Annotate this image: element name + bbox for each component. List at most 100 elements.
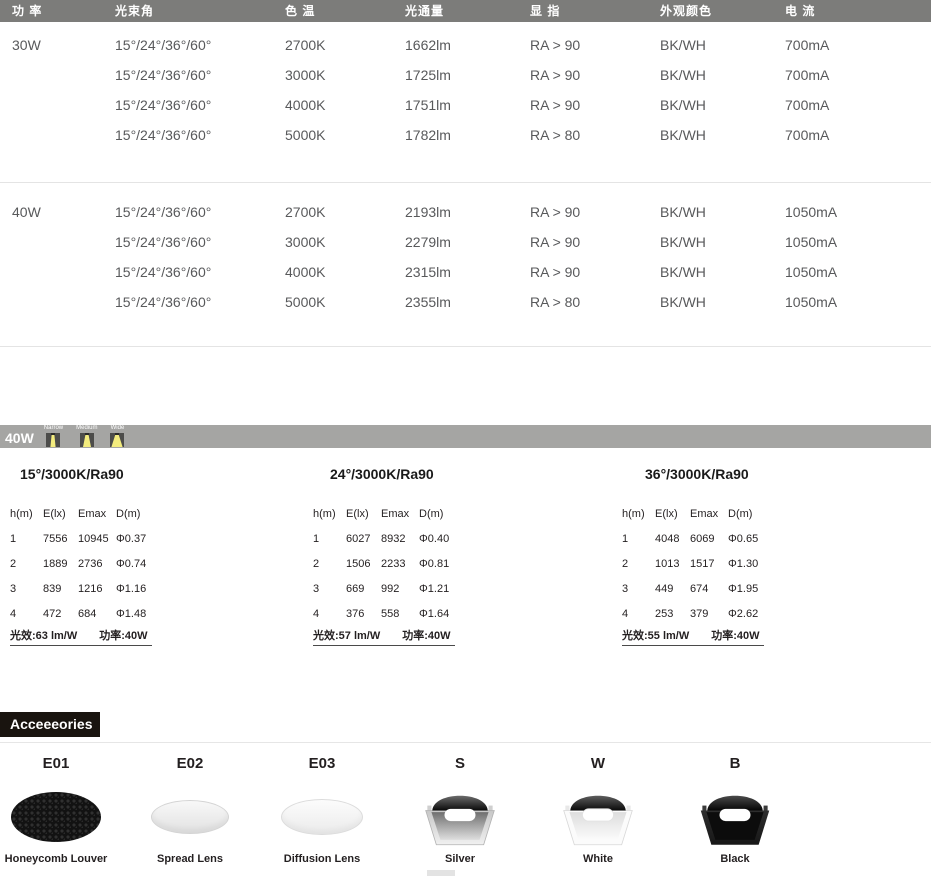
finish-value: BK/WH (660, 127, 706, 143)
beam-option-medium: Medium (76, 425, 97, 448)
photometric-data-row: 3 839 1216 Φ1.16 (10, 583, 147, 595)
beam-name-label: Wide (110, 425, 125, 431)
finish-value: BK/WH (660, 204, 706, 220)
accessory-spread-lens: E02 Spread Lens (130, 755, 250, 865)
cri-value: RA > 90 (530, 204, 581, 220)
spec-row-40w-2700k: 40W 15°/24°/36°/60° 2700K 2193lm RA > 90… (0, 197, 931, 227)
spec-row-30w-5000k: 15°/24°/36°/60° 5000K 1782lm RA > 80 BK/… (0, 120, 931, 150)
beam-value: 15°/24°/36°/60° (115, 127, 212, 143)
honeycomb-louver-image (0, 785, 112, 849)
photometric-table-title: 36°/3000K/Ra90 (645, 466, 749, 482)
photometric-data-row: 1 4048 6069 Φ0.65 (622, 533, 759, 545)
beam-value: 15°/24°/36°/60° (115, 204, 212, 220)
finish-value: BK/WH (660, 67, 706, 83)
photometric-table-15deg: 15°/3000K/Ra90 h(m) E(lx) Emax D(m) 1 75… (5, 460, 165, 646)
photometric-data-row: 2 1889 2736 Φ0.74 (10, 558, 147, 570)
cri-value: RA > 90 (530, 264, 581, 280)
flux-value: 1662lm (405, 37, 451, 53)
col-header-cri: 显 指 (530, 4, 561, 18)
cri-value: RA > 90 (530, 67, 581, 83)
black-trim-image (675, 785, 795, 849)
spec-row-40w-4000k: 15°/24°/36°/60° 4000K 2315lm RA > 90 BK/… (0, 257, 931, 287)
beam-icon-group: Narrow Medium Wide (44, 425, 125, 448)
beam-value: 15°/24°/36°/60° (115, 234, 212, 250)
spec-table-header: 功 率 光束角 色 温 光通量 显 指 外观颜色 电 流 (0, 0, 931, 22)
photometric-table-36deg: 36°/3000K/Ra90 h(m) E(lx) Emax D(m) 1 40… (617, 460, 777, 646)
photometric-data-row: 4 253 379 Φ2.62 (622, 608, 759, 620)
beam-value: 15°/24°/36°/60° (115, 67, 212, 83)
cct-value: 2700K (285, 204, 326, 220)
power-value: 功率:40W (402, 630, 451, 642)
accessory-trim-black: B Black (675, 755, 795, 865)
cri-value: RA > 90 (530, 37, 581, 53)
flux-value: 1751lm (405, 97, 451, 113)
cct-value: 3000K (285, 234, 326, 250)
power-value: 30W (12, 37, 41, 53)
accessory-code: E03 (308, 755, 336, 772)
power-value: 功率:40W (711, 630, 760, 642)
flux-value: 2315lm (405, 264, 451, 280)
photometric-header-row: h(m) E(lx) Emax D(m) (10, 508, 141, 520)
photometric-header-row: h(m) E(lx) Emax D(m) (313, 508, 444, 520)
flux-value: 2279lm (405, 234, 451, 250)
current-value: 700mA (785, 97, 830, 113)
photometric-data-row: 3 449 674 Φ1.95 (622, 583, 759, 595)
cct-value: 5000K (285, 127, 326, 143)
diffusion-lens-image (262, 785, 382, 849)
photometric-footer: 光效:57 lm/W 功率:40W (313, 629, 455, 646)
narrow-beam-icon (46, 433, 61, 447)
photometric-table-24deg: 24°/3000K/Ra90 h(m) E(lx) Emax D(m) 1 60… (308, 460, 468, 646)
beam-value: 15°/24°/36°/60° (115, 97, 212, 113)
spec-row-30w-2700k: 30W 15°/24°/36°/60° 2700K 1662lm RA > 90… (0, 30, 931, 60)
flux-value: 1782lm (405, 127, 451, 143)
photometric-data-row: 1 7556 10945 Φ0.37 (10, 533, 147, 545)
accessories-section-title: Acceeeories (0, 712, 100, 737)
flux-value: 2193lm (405, 204, 451, 220)
accessory-trim-white: W White (538, 755, 658, 865)
accessory-name: Spread Lens (156, 853, 224, 865)
accessory-name: Diffusion Lens (283, 853, 361, 865)
section-divider (0, 182, 931, 183)
photometric-table-title: 24°/3000K/Ra90 (330, 466, 434, 482)
spec-row-40w-3000k: 15°/24°/36°/60° 3000K 2279lm RA > 90 BK/… (0, 227, 931, 257)
flux-value: 1725lm (405, 67, 451, 83)
beam-value: 15°/24°/36°/60° (115, 37, 212, 53)
power-value: 40W (12, 204, 41, 220)
cct-value: 4000K (285, 264, 326, 280)
spec-row-30w-4000k: 15°/24°/36°/60° 4000K 1751lm RA > 90 BK/… (0, 90, 931, 120)
beam-name-label: Narrow (43, 425, 64, 431)
accessory-honeycomb-louver: E01 Honeycomb Louver (0, 755, 112, 865)
accessory-name: Silver (445, 853, 475, 865)
photometric-data-row: 2 1013 1517 Φ1.30 (622, 558, 759, 570)
photometric-data-row: 4 472 684 Φ1.48 (10, 608, 147, 620)
beam-value: 15°/24°/36°/60° (115, 294, 212, 310)
accessories-divider (0, 742, 931, 743)
flux-value: 2355lm (405, 294, 451, 310)
spec-row-30w-3000k: 15°/24°/36°/60° 3000K 1725lm RA > 90 BK/… (0, 60, 931, 90)
accessory-name: Black (720, 853, 750, 865)
photometric-footer: 光效:55 lm/W 功率:40W (622, 629, 764, 646)
section-divider (0, 346, 931, 347)
cct-value: 2700K (285, 37, 326, 53)
col-header-cct: 色 温 (285, 4, 316, 18)
efficacy-value: 光效:55 lm/W (622, 630, 690, 642)
photometric-table-title: 15°/3000K/Ra90 (20, 466, 124, 482)
accessory-trim-silver: S Silver (400, 755, 520, 865)
silver-trim-image (400, 785, 520, 849)
finish-value: BK/WH (660, 234, 706, 250)
white-trim-image (538, 785, 658, 849)
beam-option-wide: Wide (110, 425, 125, 448)
finish-value: BK/WH (660, 37, 706, 53)
cct-value: 3000K (285, 67, 326, 83)
cri-value: RA > 80 (530, 294, 581, 310)
accessory-code: E01 (42, 755, 70, 772)
accessory-code: S (454, 755, 465, 772)
col-header-beam-angle: 光束角 (115, 4, 155, 18)
photometric-header-row: h(m) E(lx) Emax D(m) (622, 508, 753, 520)
finish-value: BK/WH (660, 264, 706, 280)
cct-value: 4000K (285, 97, 326, 113)
photometric-section: 15°/3000K/Ra90 h(m) E(lx) Emax D(m) 1 75… (0, 460, 931, 660)
efficacy-value: 光效:57 lm/W (313, 630, 381, 642)
finish-value: BK/WH (660, 294, 706, 310)
accessory-code: B (729, 755, 741, 772)
